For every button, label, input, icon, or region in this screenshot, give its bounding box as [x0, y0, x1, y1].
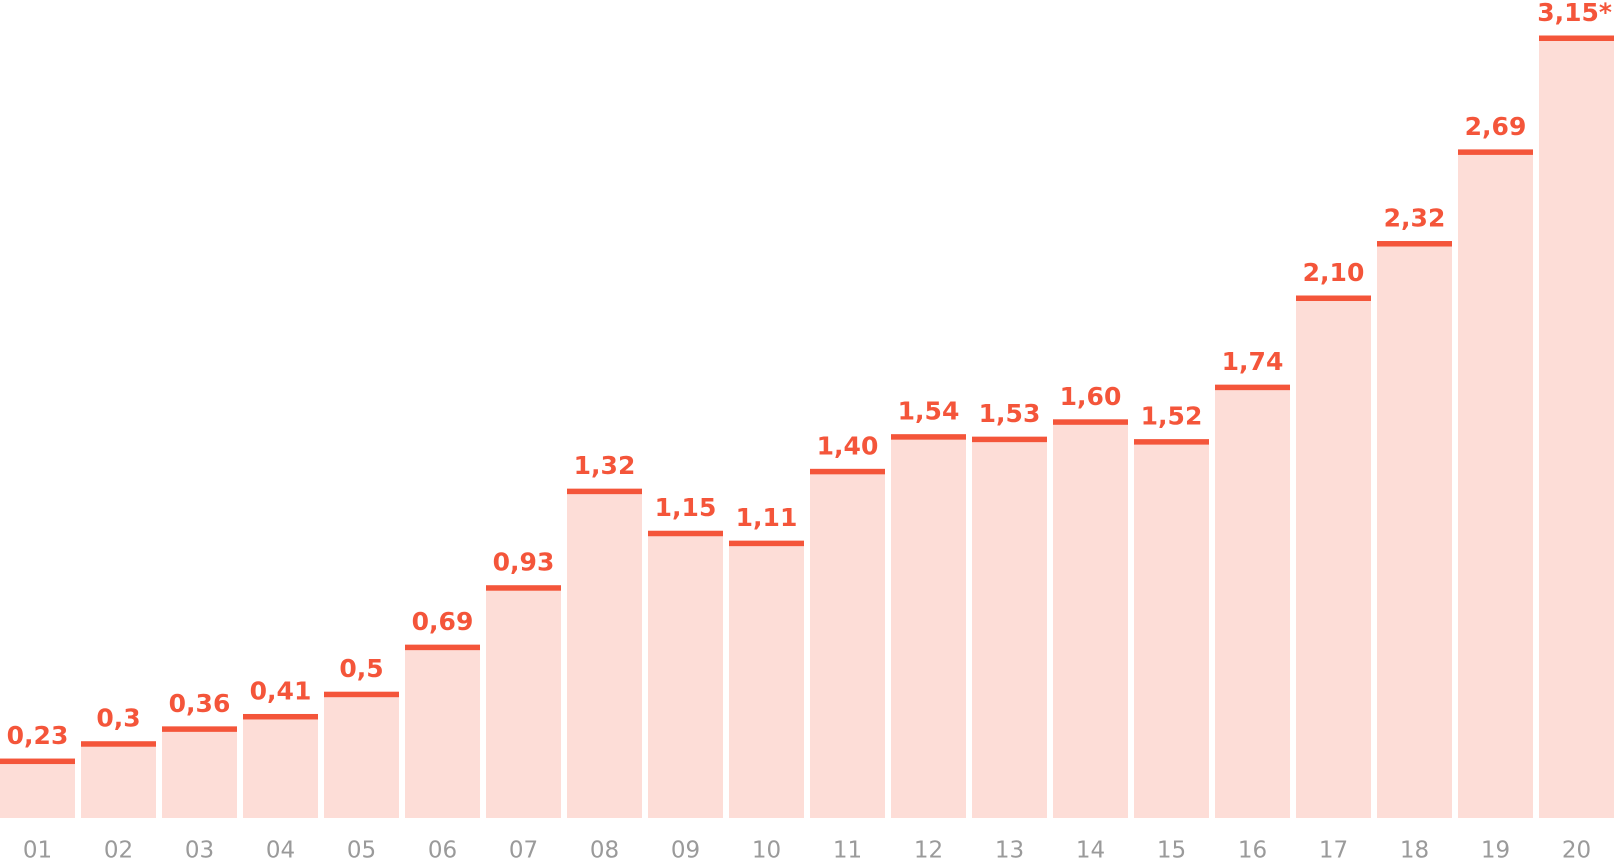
value-label: 1,52 — [1141, 402, 1203, 431]
value-label: 1,60 — [1060, 382, 1122, 411]
value-label: 1,53 — [979, 399, 1041, 428]
bar-top — [1377, 241, 1452, 247]
bar-top — [0, 758, 75, 765]
bar — [729, 543, 804, 818]
bar-top — [162, 726, 237, 732]
bar — [81, 743, 156, 818]
x-tick-label: 14 — [1076, 838, 1105, 864]
bar — [1134, 441, 1209, 818]
x-tick-label: 16 — [1238, 838, 1267, 864]
value-label: 0,23 — [7, 721, 69, 750]
bar — [0, 761, 75, 818]
x-tick-label: 20 — [1562, 838, 1591, 864]
x-tick-label: 07 — [509, 838, 538, 864]
bar — [1377, 243, 1452, 818]
bar — [972, 439, 1047, 818]
bar-top — [1134, 439, 1209, 445]
x-tick-label: 08 — [590, 838, 619, 864]
value-label: 1,40 — [817, 431, 879, 460]
value-label: 1,74 — [1222, 347, 1284, 376]
x-tick-label: 04 — [266, 838, 295, 864]
bar — [405, 647, 480, 818]
value-label: 2,32 — [1384, 204, 1446, 233]
bar-top — [81, 741, 156, 747]
value-label: 0,5 — [339, 654, 383, 683]
bar — [243, 716, 318, 818]
bar — [648, 533, 723, 818]
value-label: 1,11 — [736, 503, 798, 532]
x-tick-label: 05 — [347, 838, 376, 864]
value-label: 0,69 — [412, 607, 474, 636]
x-tick-label: 02 — [104, 838, 133, 864]
bar-top — [1458, 149, 1533, 155]
bar — [162, 728, 237, 818]
bar — [891, 436, 966, 818]
value-label: 0,3 — [96, 704, 140, 733]
value-label: 0,41 — [250, 676, 312, 705]
x-tick-label: 12 — [914, 838, 943, 864]
x-tick-label: 13 — [995, 838, 1024, 864]
bar-top — [729, 540, 804, 547]
x-tick-label: 15 — [1157, 838, 1186, 864]
bar-top — [891, 434, 966, 440]
bar-top — [324, 691, 399, 698]
bar-top — [486, 585, 561, 591]
x-tick-label: 19 — [1481, 838, 1510, 864]
value-label: 2,69 — [1465, 112, 1527, 141]
value-label: 3,15* — [1537, 0, 1612, 27]
value-label: 0,93 — [493, 548, 555, 577]
bar-top — [567, 488, 642, 495]
bar-top — [648, 530, 723, 537]
value-label: 0,36 — [169, 689, 231, 718]
x-tick-label: 17 — [1319, 838, 1348, 864]
bar — [1053, 421, 1128, 818]
value-label: 1,15 — [655, 493, 717, 522]
bar-top — [1296, 295, 1371, 301]
value-label: 1,54 — [898, 397, 960, 426]
bar-top — [1215, 384, 1290, 391]
x-tick-label: 06 — [428, 838, 457, 864]
x-tick-label: 01 — [23, 838, 52, 864]
bar — [567, 491, 642, 818]
x-tick-label: 10 — [752, 838, 781, 864]
bar — [1539, 38, 1614, 818]
bar — [1458, 151, 1533, 818]
bar-top — [972, 436, 1047, 443]
bar-top — [810, 468, 885, 475]
bar-top — [405, 644, 480, 651]
x-tick-label: 03 — [185, 838, 214, 864]
value-label: 1,32 — [574, 451, 636, 480]
bar — [486, 587, 561, 818]
x-tick-label: 18 — [1400, 838, 1429, 864]
bar — [1296, 298, 1371, 818]
bar — [810, 471, 885, 818]
value-label: 2,10 — [1303, 258, 1365, 287]
bar-top — [1053, 419, 1128, 425]
bar-top — [243, 713, 318, 720]
x-tick-label: 09 — [671, 838, 700, 864]
x-tick-label: 11 — [833, 838, 862, 864]
bar — [324, 694, 399, 818]
bar — [1215, 387, 1290, 818]
bar-top — [1539, 35, 1614, 41]
